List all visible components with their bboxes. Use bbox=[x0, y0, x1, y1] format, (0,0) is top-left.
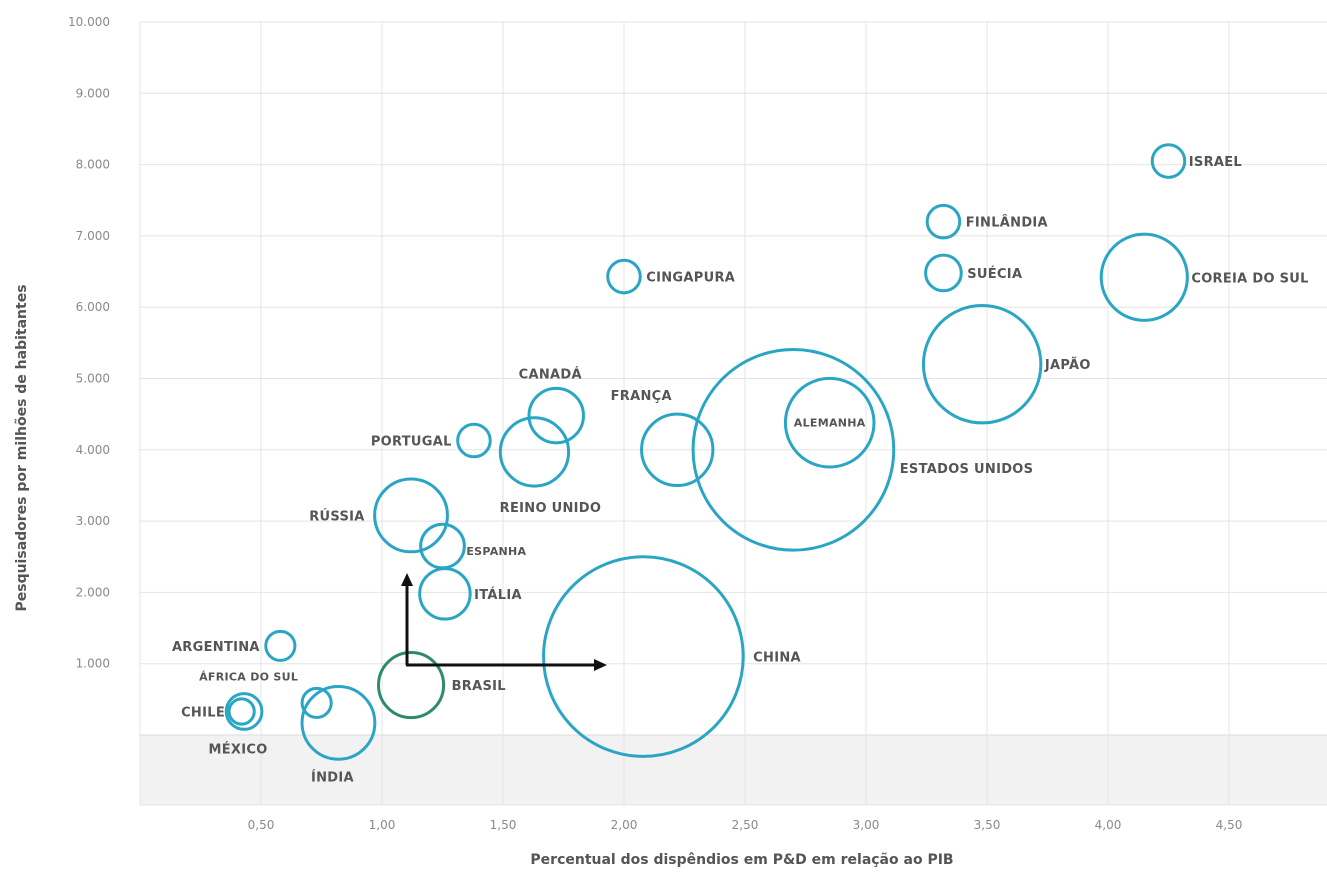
label-africa-do-sul: ÁFRICA DO SUL bbox=[199, 670, 298, 683]
x-tick-label: 3,50 bbox=[974, 818, 1001, 832]
label-mexico: MÉXICO bbox=[209, 741, 268, 757]
bubble-italia bbox=[418, 567, 472, 621]
label-cingapura: CINGAPURA bbox=[646, 271, 735, 286]
label-israel: ISRAEL bbox=[1189, 155, 1242, 170]
x-tick-label: 4,00 bbox=[1095, 818, 1122, 832]
axis-arrows bbox=[401, 573, 607, 671]
y-tick-label: 7.000 bbox=[76, 229, 110, 243]
label-franca: FRANÇA bbox=[611, 389, 672, 404]
y-tick-label: 9.000 bbox=[76, 86, 110, 100]
right-arrow-head bbox=[594, 659, 607, 671]
bubble-mexico bbox=[224, 692, 264, 731]
label-china: CHINA bbox=[753, 651, 801, 666]
up-arrow-head bbox=[401, 573, 413, 586]
y-axis-ticks: 1.000 2.000 3.000 4.000 5.000 6.000 7.000 8.000… bbox=[68, 15, 110, 671]
bubble-reino-unido bbox=[498, 416, 571, 488]
bubble-india bbox=[300, 684, 377, 761]
gridlines bbox=[139, 21, 1327, 806]
bubble-finlandia bbox=[925, 203, 962, 240]
bubble-espanha bbox=[419, 522, 466, 570]
label-chile: CHILE bbox=[181, 705, 225, 720]
x-tick-label: 1,50 bbox=[490, 818, 517, 832]
x-tick-label: 2,00 bbox=[611, 818, 638, 832]
y-tick-label: 5.000 bbox=[76, 372, 110, 386]
y-tick-label: 6.000 bbox=[76, 300, 110, 314]
y-tick-label: 2.000 bbox=[76, 585, 110, 599]
x-tick-label: 0,50 bbox=[248, 818, 275, 832]
x-tick-label: 4,50 bbox=[1216, 818, 1243, 832]
y-axis-title: Pesquisadores por milhões de habitantes bbox=[14, 284, 30, 611]
label-india: ÍNDIA bbox=[311, 769, 354, 785]
label-coreia-do-sul: COREIA DO SUL bbox=[1191, 271, 1308, 286]
y-tick-label: 3.000 bbox=[76, 514, 110, 528]
label-italia: ITÁLIA bbox=[474, 587, 522, 603]
bubble-africa-do-sul bbox=[300, 686, 333, 719]
bubble-alemanha bbox=[783, 376, 876, 469]
x-tick-label: 3,00 bbox=[853, 818, 880, 832]
bubble-estados-unidos bbox=[691, 347, 896, 552]
bubble-canada bbox=[527, 386, 585, 445]
bubble-coreia-do-sul bbox=[1099, 232, 1189, 322]
y-tick-label: 4.000 bbox=[76, 443, 110, 457]
label-argentina: ARGENTINA bbox=[172, 640, 260, 655]
bubble-israel bbox=[1150, 143, 1187, 179]
label-finlandia: FINLÂNDIA bbox=[966, 215, 1048, 231]
label-suecia: SUÉCIA bbox=[967, 266, 1022, 282]
x-axis-ticks: 0,50 1,00 1,50 2,00 2,50 3,00 3,50 4,00 4,50 bbox=[248, 818, 1243, 832]
x-axis-title: Percentual dos dispêndios em P&D em rela… bbox=[530, 852, 953, 868]
bubble-chile bbox=[227, 697, 256, 726]
label-estados-unidos: ESTADOS UNIDOS bbox=[900, 462, 1034, 477]
label-brasil: BRASIL bbox=[452, 679, 506, 694]
label-alemanha: ALEMANHA bbox=[794, 417, 866, 430]
bubbles bbox=[224, 143, 1189, 761]
bubble-argentina bbox=[264, 629, 297, 662]
label-russia: RÚSSIA bbox=[309, 508, 364, 524]
y-tick-label: 10.000 bbox=[68, 15, 110, 29]
bubble-portugal bbox=[456, 422, 492, 459]
bubble-cingapura bbox=[606, 258, 642, 295]
bubble-japao bbox=[921, 304, 1043, 425]
y-tick-label: 1.000 bbox=[76, 657, 110, 671]
bubble-brasil bbox=[376, 651, 446, 720]
x-tick-label: 1,00 bbox=[369, 818, 396, 832]
bubble-russia bbox=[373, 477, 449, 554]
bubble-suecia bbox=[924, 253, 963, 293]
label-canada: CANADÁ bbox=[519, 366, 582, 382]
label-portugal: PORTUGAL bbox=[371, 435, 452, 450]
label-japao: JAPÃO bbox=[1044, 357, 1091, 373]
y-tick-label: 8.000 bbox=[76, 158, 110, 172]
bubble-china bbox=[542, 555, 745, 758]
label-reino-unido: REINO UNIDO bbox=[500, 501, 602, 516]
bubble-labels: ISRAEL FINLÂNDIA SUÉCIA COREIA DO SUL CINGAP… bbox=[172, 155, 1309, 785]
label-espanha: ESPANHA bbox=[466, 545, 526, 558]
bubble-franca bbox=[640, 412, 715, 487]
x-tick-label: 2,50 bbox=[732, 818, 759, 832]
below-zero-band bbox=[140, 735, 1327, 805]
